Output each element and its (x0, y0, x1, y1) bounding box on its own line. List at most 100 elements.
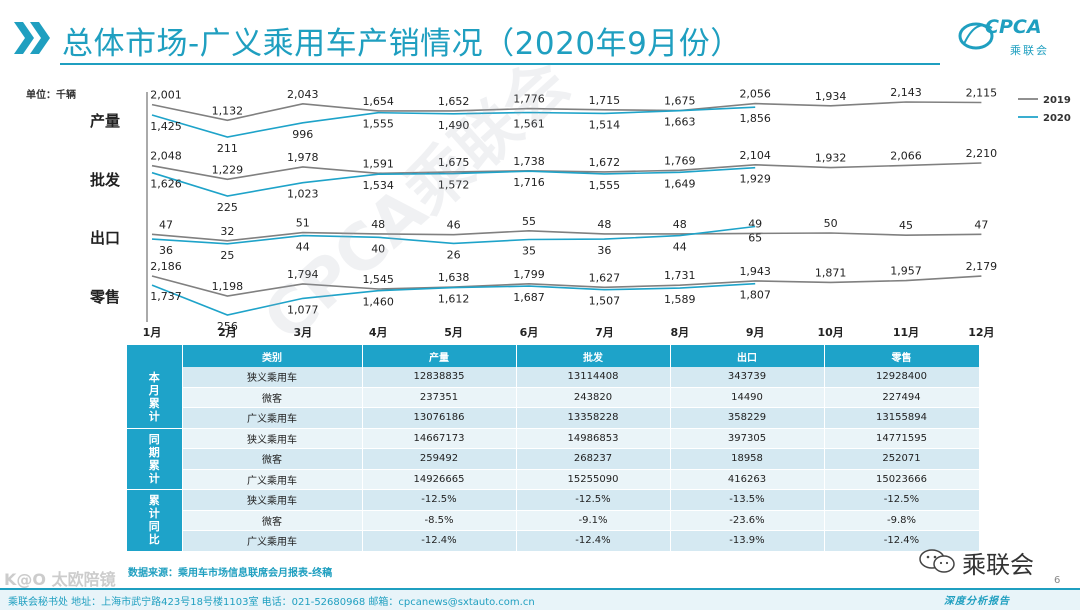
data-label: 1,663 (664, 116, 696, 129)
data-label: 47 (159, 218, 173, 231)
x-tick-label: 4月 (369, 326, 388, 339)
data-label: 2,186 (150, 260, 182, 273)
data-label: 1,425 (150, 120, 182, 133)
table-cell-value: 343739 (670, 367, 824, 387)
wechat-icon (918, 547, 958, 575)
data-label: 1,799 (513, 268, 545, 281)
table-cell-value: 259492 (362, 449, 516, 470)
table-cell-value: 14771595 (824, 428, 979, 449)
table-cell-value: 15255090 (516, 469, 670, 490)
data-label: 49 (748, 217, 762, 230)
data-label: 2,115 (966, 87, 998, 100)
table-cell-value: 15023666 (824, 469, 979, 490)
data-label: 1,507 (589, 295, 621, 308)
data-label: 996 (292, 128, 313, 141)
table-cell-value: -13.5% (670, 490, 824, 511)
data-label: 2,043 (287, 88, 319, 101)
data-label: 1,555 (362, 118, 394, 131)
table-cell-value: 397305 (670, 428, 824, 449)
table-cell-value: 268237 (516, 449, 670, 470)
data-label: 1,957 (890, 265, 922, 278)
table-row: 广义乘用车-12.4%-12.4%-13.9%-12.4% (127, 531, 979, 552)
legend-label-2020: 2020 (1043, 113, 1071, 124)
x-tick-label: 6月 (520, 326, 539, 339)
table-cell-value: -9.8% (824, 510, 979, 531)
table-cell-category: 广义乘用车 (182, 408, 362, 429)
data-label: 2,048 (150, 150, 182, 163)
data-label: 1,715 (589, 94, 621, 107)
data-label: 1,229 (212, 163, 244, 176)
table-header-wholesale: 批发 (516, 345, 670, 367)
data-label: 1,626 (150, 178, 182, 191)
data-label: 1,198 (212, 280, 244, 293)
data-label: 2,179 (966, 260, 998, 273)
data-label: 48 (597, 218, 611, 231)
x-tick-label: 5月 (444, 326, 463, 339)
panel-label: 产量 (90, 112, 120, 130)
data-label: 2,066 (890, 149, 922, 162)
footer-report-type: 深度分析报告 (944, 592, 1010, 607)
table-cell-value: 416263 (670, 469, 824, 490)
table-group-label: 本月累计 (127, 367, 182, 428)
table-cell-category: 微客 (182, 449, 362, 470)
table-cell-category: 微客 (182, 510, 362, 531)
table-cell-value: 13155894 (824, 408, 979, 429)
series-line-2019 (152, 163, 981, 179)
data-label: 2,001 (150, 89, 182, 102)
data-label: 26 (447, 248, 461, 261)
table-cell-value: 14926665 (362, 469, 516, 490)
panel-label: 出口 (90, 229, 120, 247)
data-label: 65 (748, 232, 762, 245)
table-group-label: 累计同比 (127, 490, 182, 552)
data-label: 1,654 (362, 95, 394, 108)
data-label: 211 (217, 142, 238, 155)
table-cell-category: 狭义乘用车 (182, 428, 362, 449)
x-tick-label: 9月 (746, 326, 765, 339)
table-cell-value: -13.9% (670, 531, 824, 552)
table-cell-value: -12.5% (362, 490, 516, 511)
data-label: 225 (217, 201, 238, 214)
table-cell-category: 广义乘用车 (182, 469, 362, 490)
footer-contact: 乘联会秘书处 地址：上海市武宁路423号18号楼1103室 电话：021-526… (8, 593, 535, 608)
data-label: 32 (220, 225, 234, 238)
table-cell-category: 狭义乘用车 (182, 490, 362, 511)
table-row: 微客-8.5%-9.1%-23.6%-9.8% (127, 510, 979, 531)
legend-label-2019: 2019 (1043, 95, 1071, 106)
data-label: 1,932 (815, 152, 847, 165)
table-cell-value: 237351 (362, 387, 516, 408)
panel-label: 零售 (89, 288, 120, 306)
data-label: 25 (220, 249, 234, 262)
table-cell-value: -23.6% (670, 510, 824, 531)
table-cell-value: 227494 (824, 387, 979, 408)
data-label: 1,672 (589, 156, 621, 169)
data-label: 1,731 (664, 269, 696, 282)
table-cell-value: 13114408 (516, 367, 670, 387)
data-label: 1,675 (664, 94, 696, 107)
data-label: 1,769 (664, 154, 696, 167)
table-cell-value: -12.5% (516, 490, 670, 511)
table-cell-value: 13358228 (516, 408, 670, 429)
data-label: 47 (974, 218, 988, 231)
data-source: 数据来源：乘用车市场信息联席会月报表-终稿 (128, 564, 332, 579)
data-label: 55 (522, 215, 536, 228)
x-tick-label: 1月 (143, 326, 162, 339)
data-label: 1,555 (589, 179, 621, 192)
table-cell-value: 14667173 (362, 428, 516, 449)
table-cell-value: 14490 (670, 387, 824, 408)
table-group-label: 同期累计 (127, 428, 182, 490)
table-cell-category: 微客 (182, 387, 362, 408)
table-cell-value: 12838835 (362, 367, 516, 387)
table-header-row: 类别 产量 批发 出口 零售 (127, 345, 979, 367)
data-label: 1,589 (664, 293, 696, 306)
data-label: 1,716 (513, 176, 545, 189)
table-cell-value: 13076186 (362, 408, 516, 429)
table-cell-value: -12.4% (516, 531, 670, 552)
table-cell-value: 18958 (670, 449, 824, 470)
data-label: 2,104 (739, 149, 771, 162)
table-header-export: 出口 (670, 345, 824, 367)
